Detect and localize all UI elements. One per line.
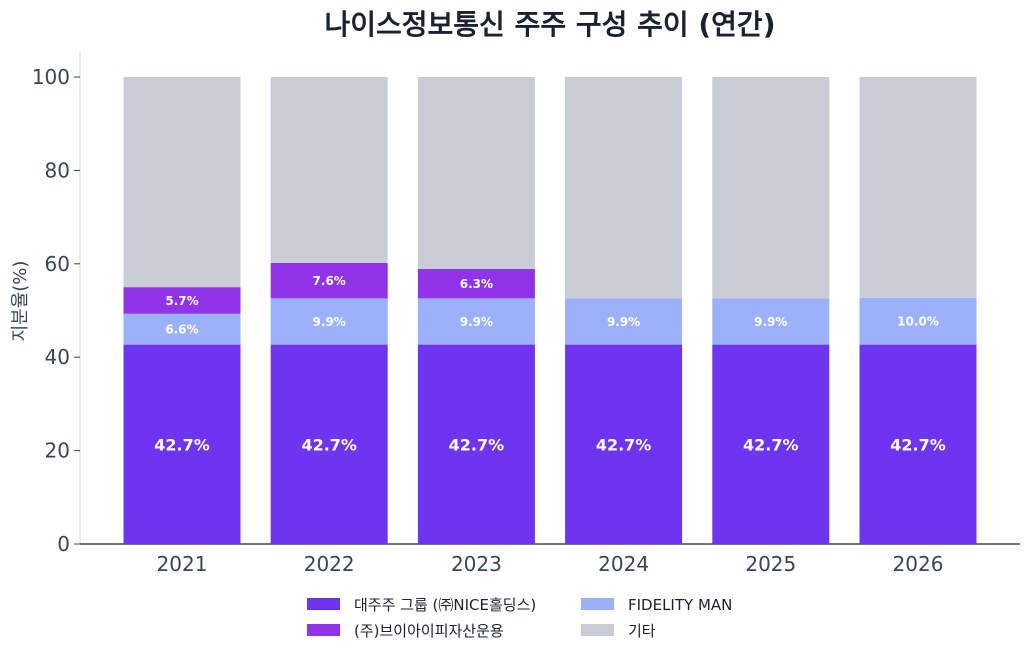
- bar-segment: [859, 77, 977, 298]
- legend-swatch: [581, 598, 614, 610]
- bar-data-label: 42.7%: [301, 435, 357, 454]
- bar-segment: [712, 298, 830, 345]
- y-tick-label: 80: [45, 158, 70, 182]
- legend-label: FIDELITY MAN: [628, 596, 732, 614]
- y-tick-label: 20: [45, 439, 70, 463]
- bar-data-label: 42.7%: [890, 435, 946, 454]
- legend-label: 대주주 그룹 (㈜NICE홀딩스): [354, 596, 536, 614]
- bar-segment: [859, 297, 977, 345]
- bar-segment: [123, 313, 241, 345]
- legend-item: 대주주 그룹 (㈜NICE홀딩스): [307, 596, 536, 614]
- plot-area: 0 20 40 60 80 100 42.7% 6.6% 5.7% 2021 42.7% 9.9% 7.…: [32, 52, 1020, 576]
- x-tick-label: 2025: [745, 552, 796, 576]
- bar-data-label: 6.6%: [165, 323, 198, 337]
- legend-swatch: [307, 598, 340, 610]
- bar-data-label: 9.9%: [754, 315, 787, 329]
- bar-segment: [565, 77, 683, 299]
- y-tick-label: 40: [45, 345, 70, 369]
- x-tick-label: 2024: [598, 552, 649, 576]
- legend-item: 기타: [581, 622, 656, 640]
- x-tick-label: 2022: [304, 552, 355, 576]
- bar-segment: [712, 344, 830, 544]
- y-tick-label: 100: [32, 65, 70, 89]
- legend-item: FIDELITY MAN: [581, 596, 732, 614]
- legend-swatch: [307, 624, 340, 636]
- bar-segment: [270, 298, 388, 345]
- bar-segment: [565, 298, 683, 345]
- bar-segment: [417, 344, 535, 544]
- legend-label: 기타: [628, 622, 656, 640]
- bar-segment: [565, 344, 683, 544]
- x-tick-label: 2023: [451, 552, 502, 576]
- bar-segment: [712, 77, 830, 299]
- bar-data-label: 5.7%: [165, 294, 198, 308]
- bar-segment: [859, 344, 977, 544]
- bar-segment: [270, 77, 388, 263]
- bar-data-label: 9.9%: [313, 315, 346, 329]
- legend: 대주주 그룹 (㈜NICE홀딩스) (주)브이아이피자산운용 FIDELITY MA…: [307, 596, 732, 640]
- y-axis-label: 지분율(%): [10, 261, 31, 342]
- legend-label: (주)브이아이피자산운용: [354, 622, 504, 640]
- bar-segment: [123, 344, 241, 544]
- bar-data-label: 42.7%: [449, 435, 505, 454]
- bar-segment: [417, 77, 535, 269]
- bar-data-label: 42.7%: [154, 435, 210, 454]
- bar-data-label: 9.9%: [460, 315, 493, 329]
- bar-segment: [417, 298, 535, 345]
- bar-data-label: 42.7%: [596, 435, 652, 454]
- bar-data-label: 6.3%: [460, 277, 493, 291]
- bar-segment: [123, 77, 241, 288]
- bar-data-label: 10.0%: [897, 315, 939, 329]
- bar-data-label: 7.6%: [313, 274, 346, 288]
- x-tick-label: 2026: [893, 552, 944, 576]
- x-tick-label: 2021: [157, 552, 208, 576]
- legend-swatch: [581, 624, 614, 636]
- legend-item: (주)브이아이피자산운용: [307, 622, 504, 640]
- bar-data-label: 42.7%: [743, 435, 799, 454]
- bar-segment: [123, 287, 241, 314]
- chart-title: 나이스정보통신 주주 구성 추이 (연간): [325, 8, 776, 41]
- bar-segment: [417, 268, 535, 299]
- bar-segment: [270, 262, 388, 299]
- bar-segment: [270, 344, 388, 544]
- bar-data-label: 9.9%: [607, 315, 640, 329]
- y-tick-label: 60: [45, 252, 70, 276]
- y-tick-label: 0: [57, 532, 70, 556]
